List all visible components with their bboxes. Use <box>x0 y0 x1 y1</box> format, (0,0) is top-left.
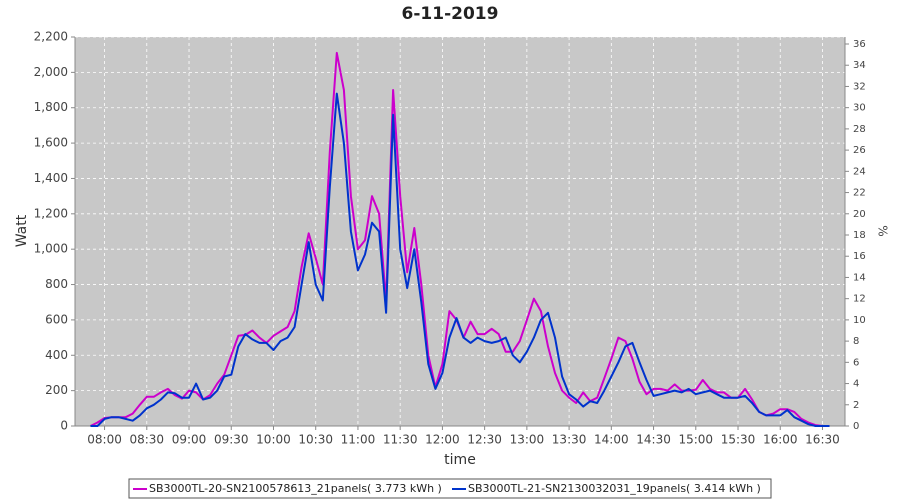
x-tick-label: 10:00 <box>256 433 291 447</box>
x-tick-label: 09:30 <box>214 433 249 447</box>
y-tick-label: 1,600 <box>34 136 68 150</box>
x-tick-label: 08:30 <box>129 433 164 447</box>
x-axis-label: time <box>444 452 476 468</box>
y2-tick-label: 36 <box>853 39 866 50</box>
x-tick-label: 15:30 <box>721 433 756 447</box>
y2-tick-label: 0 <box>853 421 859 432</box>
y2-tick-label: 34 <box>853 60 866 71</box>
x-tick-label: 12:00 <box>425 433 460 447</box>
y2-tick-label: 6 <box>853 357 859 368</box>
x-tick-label: 09:00 <box>172 433 207 447</box>
y2-tick-label: 14 <box>853 272 866 283</box>
y-tick-label: 1,000 <box>34 242 68 256</box>
y2-tick-label: 18 <box>853 230 866 241</box>
y2-tick-label: 8 <box>853 336 859 347</box>
legend-label: SB3000TL-20-SN2100578613_21panels( 3.773… <box>149 482 442 495</box>
x-tick-label: 11:30 <box>383 433 418 447</box>
y-tick-label: 0 <box>60 419 68 433</box>
x-tick-label: 16:00 <box>763 433 798 447</box>
y-tick-label: 1,400 <box>34 171 68 185</box>
y2-tick-label: 12 <box>853 294 866 305</box>
plot-area <box>75 37 845 426</box>
y2-axis-label: % <box>876 225 890 236</box>
y2-tick-label: 28 <box>853 124 866 135</box>
series-line <box>90 92 830 427</box>
y2-tick-label: 22 <box>853 188 866 199</box>
y2-tick-label: 16 <box>853 251 866 262</box>
y-tick-label: 2,200 <box>34 30 68 44</box>
y-axis-label: Watt <box>14 214 30 247</box>
y2-tick-label: 32 <box>853 81 866 92</box>
x-tick-label: 10:30 <box>298 433 333 447</box>
y2-tick-label: 4 <box>853 379 859 390</box>
x-tick-label: 13:00 <box>510 433 545 447</box>
y-tick-label: 2,000 <box>34 65 68 79</box>
y2-tick-label: 30 <box>853 103 866 114</box>
y-tick-label: 1,800 <box>34 100 68 114</box>
x-tick-label: 11:00 <box>341 433 376 447</box>
x-tick-label: 16:30 <box>805 433 840 447</box>
y-tick-label: 600 <box>45 312 68 326</box>
x-tick-label: 08:00 <box>87 433 122 447</box>
legend-box <box>128 478 772 499</box>
x-tick-label: 14:30 <box>636 433 671 447</box>
y2-tick-label: 2 <box>853 400 859 411</box>
x-tick-label: 15:00 <box>678 433 713 447</box>
y2-tick-label: 26 <box>853 145 866 156</box>
y2-tick-label: 20 <box>853 209 866 220</box>
x-tick-label: 13:30 <box>552 433 587 447</box>
y-tick-label: 400 <box>45 348 68 362</box>
y2-tick-label: 10 <box>853 315 866 326</box>
y-tick-label: 800 <box>45 277 68 291</box>
y-tick-label: 200 <box>45 383 68 397</box>
y2-tick-label: 24 <box>853 166 866 177</box>
legend-label: SB3000TL-21-SN2130032031_19panels( 3.414… <box>468 482 761 495</box>
y-tick-label: 1,200 <box>34 206 68 220</box>
chart-title: 6-11-2019 <box>402 4 499 24</box>
x-tick-label: 12:30 <box>467 433 502 447</box>
x-tick-label: 14:00 <box>594 433 629 447</box>
